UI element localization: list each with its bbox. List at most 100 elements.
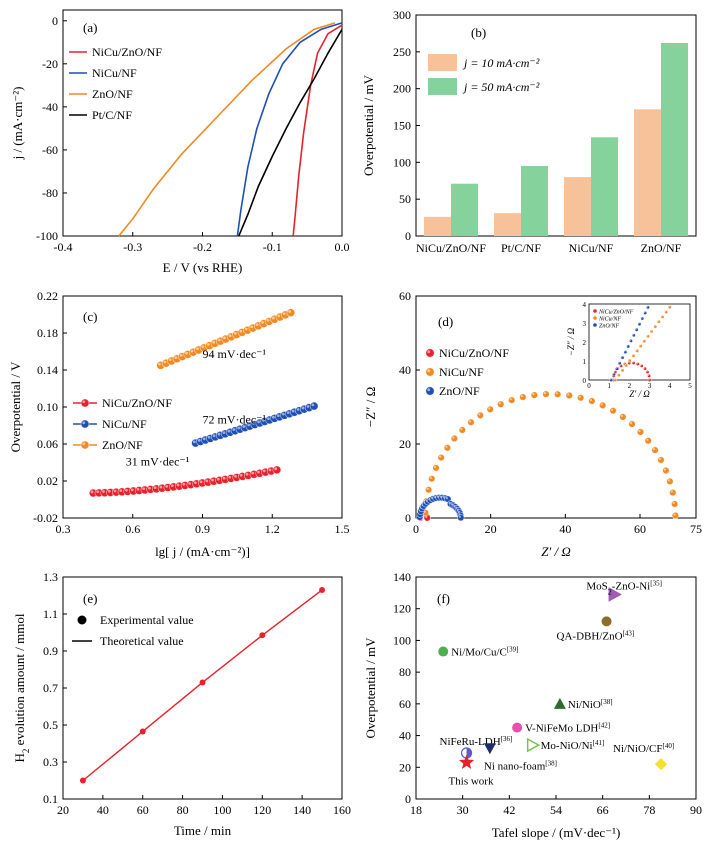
panel-d-inset-point xyxy=(653,324,658,329)
panel-c-series-1-point-highlight xyxy=(301,406,305,410)
panel-b-category-label: NiCu/NF xyxy=(569,241,614,255)
panel-d-inset-point xyxy=(664,310,669,314)
panel-d-legend-marker-highlight xyxy=(427,369,431,373)
panel-d-xlabel: Z′ / Ω xyxy=(541,544,571,559)
panel-c-series-1-point-highlight xyxy=(242,425,246,428)
panel-c-series-1-point-highlight xyxy=(207,435,211,439)
panel-c-series-2-point-highlight xyxy=(266,318,270,322)
panel-c-series-2-point-highlight xyxy=(234,332,237,335)
panel-c-series-1-point-highlight xyxy=(252,421,256,425)
panel-d-series-1-point-highlight xyxy=(555,392,558,395)
panel-f-ytick-label: 120 xyxy=(393,602,411,616)
panel-d-inset-point xyxy=(627,358,632,363)
panel-d-inset-xlabel: Z′ / Ω xyxy=(629,389,650,399)
panel-c-series-2-point-highlight xyxy=(185,351,188,355)
panel-a-legend-label: ZnO/NF xyxy=(92,87,133,101)
panel-f-ylabel: Overpotential / mV xyxy=(363,637,378,739)
panel-e-experimental-point xyxy=(319,586,326,593)
panel-d-series-1-point xyxy=(542,390,550,398)
panel-f-point-label: This work xyxy=(449,776,494,788)
panel-d-series-1-point xyxy=(530,391,538,399)
panel-d-series-1-point xyxy=(437,453,445,462)
panel-c-series-2-point-highlight xyxy=(190,349,194,353)
panel-b-ylabel: Overpotential / mV xyxy=(361,74,376,176)
panel-c-xtick-label: 0.6 xyxy=(125,522,140,536)
panel-f-marker xyxy=(601,616,612,627)
panel-d-inset-legend-label: NiCu/ZnO/NF xyxy=(598,310,634,316)
panel-c-legend-marker xyxy=(80,440,90,450)
panel-c-series-0-point-highlight xyxy=(142,487,146,491)
panel-d-inset-point-highlight xyxy=(654,325,656,327)
panel-d-inset-point xyxy=(623,350,628,354)
panel-f-marker xyxy=(458,754,475,770)
panel-c-series-0-point-highlight xyxy=(148,486,151,490)
panel-b-ytick-label: 200 xyxy=(393,82,411,96)
panel-b-ytick-label: 100 xyxy=(393,155,411,169)
panel-d-ytick-label: 20 xyxy=(399,437,411,451)
panel-d-label: (d) xyxy=(438,314,453,329)
panel-c-series-0-point-highlight xyxy=(262,469,266,473)
panel-c-series-1-point xyxy=(309,401,319,411)
panel-d-series-1-point xyxy=(497,400,505,408)
panel-f-point-label: Ni/NiO[38] xyxy=(568,698,613,711)
panel-d-inset-ytick-label: 2 xyxy=(583,339,587,347)
panel-d-series-1-point xyxy=(609,407,617,415)
panel-d-series-1-point-highlight xyxy=(667,479,671,482)
panel-d-inset-point-highlight xyxy=(643,340,645,342)
panel-d-inset-point xyxy=(643,366,647,371)
panel-c-series-0-point-highlight xyxy=(245,472,249,476)
panel-c-legend-marker-highlight xyxy=(82,421,86,425)
panel-d-inset-point xyxy=(635,362,640,366)
panel-b-ytick-label: 300 xyxy=(393,8,411,22)
panel-d-inset-point-highlight xyxy=(668,306,670,308)
panel-c-series-1-point-highlight xyxy=(212,434,216,438)
panel-f-label: (f) xyxy=(437,591,450,606)
panel-f-xtick-label: 42 xyxy=(503,803,515,817)
panel-d-inset-xtick-label: 1 xyxy=(607,382,611,390)
panel-d-series-1-point-highlight xyxy=(488,407,491,410)
panel-d-inset-point-highlight xyxy=(617,374,619,376)
panel-e-ytick-label: 0.9 xyxy=(43,644,58,658)
panel-d-series-1-point-highlight xyxy=(658,457,662,461)
panel-c-series-0-point-highlight xyxy=(102,490,105,493)
panel-d-inset-point-highlight xyxy=(627,345,629,347)
panel-c-series-0-point xyxy=(272,465,282,475)
panel-d-series-1-point xyxy=(671,511,680,520)
panel-d-inset-point xyxy=(638,344,643,348)
panel-c-ytick-label: -0.02 xyxy=(33,511,58,525)
panel-f-marker xyxy=(512,722,523,733)
panel-d-inset-point xyxy=(642,339,647,344)
panel-c-series-0-point-highlight xyxy=(119,489,123,493)
panel-d-xtick-label: 0 xyxy=(413,522,419,536)
panel-c-ytick-label: 0.10 xyxy=(37,400,58,414)
panel-b-legend-swatch xyxy=(428,78,457,95)
panel-c-series-2-point-highlight xyxy=(168,358,172,362)
panel-d-series-1-point-highlight xyxy=(478,413,481,416)
panel-c-series-1-point-highlight xyxy=(227,429,231,433)
panel-d-inset-legend-label: ZnO/NF xyxy=(599,324,619,330)
panel-e-legend-label: Experimental value xyxy=(100,613,194,627)
panel-d-inset-point-highlight xyxy=(646,335,649,337)
panel-d-xtick-label: 75 xyxy=(690,522,702,536)
panel-e-ytick-label: 0.7 xyxy=(43,681,58,695)
panel-d-inset-point xyxy=(635,348,639,353)
panel-d-inset-point xyxy=(609,378,614,382)
panel-f-xtick-label: 78 xyxy=(643,803,655,817)
panel-f-xtick-label: 90 xyxy=(690,803,702,817)
panel-d-inset-point xyxy=(656,319,661,324)
panel-c-series-0-point-highlight xyxy=(239,473,243,477)
panel-d-inset-legend-marker xyxy=(593,316,597,320)
panel-d-legend-label: NiCu/ZnO/NF xyxy=(439,346,509,360)
panel-c-series-2-point-highlight xyxy=(250,325,254,329)
panel-c-series-0-point-highlight xyxy=(96,490,100,494)
panel-d-inset-point-highlight xyxy=(646,306,649,308)
panel-d-series-1-point xyxy=(519,393,527,401)
panel-e-xtick-label: 120 xyxy=(253,803,271,817)
panel-a-xtick-label: -0.4 xyxy=(54,240,73,254)
panel-d-series-1-point-highlight xyxy=(532,392,535,396)
panel-c-series-0-point-highlight xyxy=(125,488,128,492)
panel-d-inset-ylabel: −Z″ / Ω xyxy=(566,327,576,356)
panel-f-marker xyxy=(553,697,566,709)
panel-f-ytick-label: 20 xyxy=(399,760,411,774)
panel-d-inset-point xyxy=(660,314,665,319)
